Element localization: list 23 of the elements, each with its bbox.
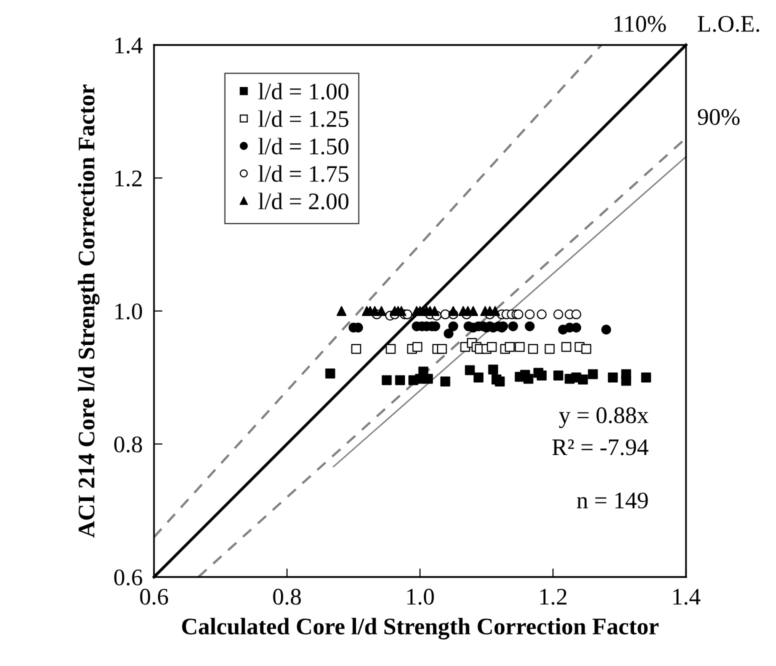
legend-label: l/d = 1.75: [258, 165, 348, 182]
y-tick-label: 0.8: [114, 436, 142, 453]
x-tick-label: 1.2: [540, 588, 566, 605]
legend-label: l/d = 1.25: [258, 110, 348, 128]
legend-label: l/d = 1.00: [258, 82, 348, 100]
y-tick-label: 1.2: [115, 170, 142, 187]
y-tick-label: 0.6: [114, 569, 142, 586]
y-tick-label: 1.0: [115, 303, 142, 320]
y-axis-title: ACI 214 Core l/d Strength Correction Factor: [78, 84, 100, 538]
annotation: R² = -7.94: [552, 439, 648, 456]
x-tick-label: 1.0: [407, 588, 434, 605]
legend-label: l/d = 1.50: [258, 138, 348, 155]
x-tick-label: 0.8: [273, 588, 301, 605]
x-tick-label: 0.6: [140, 588, 168, 605]
series-label: 110%: [614, 16, 666, 32]
y-tick-label: 1.4: [115, 38, 143, 54]
annotation: y = 0.88x: [558, 407, 648, 428]
x-tick-label: 1.4: [673, 588, 700, 605]
series-label: L.O.E.: [698, 16, 760, 32]
legend-label: l/d = 2.00: [258, 192, 348, 210]
x-axis-title: Calculated Core l/d Strength Correction Factor: [182, 618, 659, 640]
annotation: n = 149: [576, 492, 648, 508]
series-label: 90%: [698, 109, 740, 126]
